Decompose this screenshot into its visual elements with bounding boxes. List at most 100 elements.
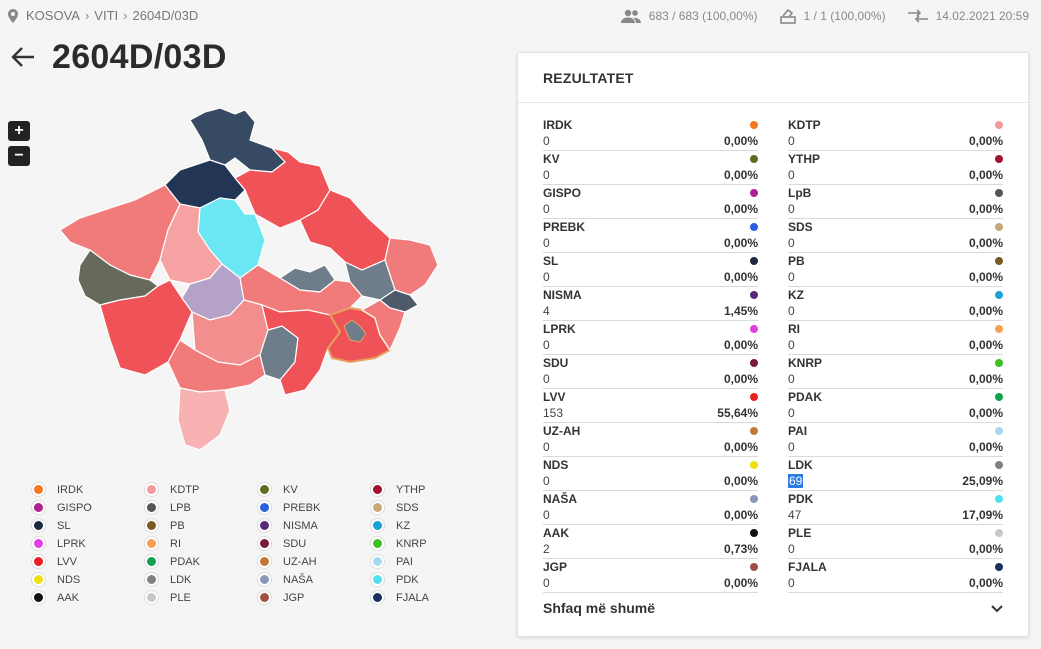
result-row[interactable]: NAŠA 0 0,00%	[543, 491, 758, 525]
stats-bar: 683 / 683 (100,00%) 1 / 1 (100,00%) 14.0…	[599, 8, 1029, 24]
legend-dot	[371, 591, 384, 604]
party-name: PDK	[788, 492, 814, 506]
result-row[interactable]: PLE 0 0,00%	[788, 525, 1003, 559]
result-row[interactable]: LpB 0 0,00%	[788, 185, 1003, 219]
result-row[interactable]: YTHP 0 0,00%	[788, 151, 1003, 185]
legend-item: PAI	[371, 554, 484, 569]
arrow-left-icon[interactable]	[10, 44, 36, 70]
result-row[interactable]: PDK 47 17,09%	[788, 491, 1003, 525]
legend-item: UZ-AH	[258, 554, 371, 569]
legend-dot	[145, 483, 158, 496]
legend-dot	[371, 519, 384, 532]
party-color-dot	[750, 563, 758, 571]
zoom-out-button[interactable]: −	[8, 146, 30, 166]
breadcrumb-separator: ›	[84, 8, 90, 23]
legend-item: LPRK	[32, 536, 145, 551]
result-row[interactable]: LDK 69 25,09%	[788, 457, 1003, 491]
zoom-in-button[interactable]: +	[8, 121, 30, 141]
party-percent: 0,00%	[968, 168, 1003, 182]
party-percent: 0,00%	[968, 576, 1003, 590]
voters-value: 683 / 683 (100,00%)	[648, 9, 758, 23]
result-row[interactable]: KV 0 0,00%	[543, 151, 758, 185]
legend-item: SL	[32, 518, 145, 533]
legend-dot	[145, 519, 158, 532]
party-color-dot	[750, 291, 758, 299]
breadcrumb-item-viti[interactable]: VITI	[94, 8, 119, 23]
map-region-south-east-corner[interactable]	[360, 299, 406, 352]
legend-item: PLE	[145, 590, 258, 605]
party-votes: 4	[543, 304, 550, 318]
kosovo-map[interactable]	[50, 100, 450, 460]
party-name: FJALA	[788, 560, 827, 574]
legend-item: IRDK	[32, 482, 145, 497]
legend-label: PREBK	[283, 501, 321, 514]
party-name: KDTP	[788, 118, 821, 132]
party-votes: 0	[543, 202, 550, 216]
breadcrumb-item-kosova[interactable]: KOSOVA	[26, 8, 80, 23]
party-color-dot	[750, 529, 758, 537]
legend-dot	[258, 573, 271, 586]
legend-item: KNRP	[371, 536, 484, 551]
legend-item: FJALA	[371, 590, 484, 605]
legend-dot	[145, 537, 158, 550]
map-region-south-east-red[interactable]	[261, 304, 341, 396]
stations-value: 1 / 1 (100,00%)	[803, 9, 886, 23]
party-votes: 0	[788, 270, 795, 284]
party-color-dot	[750, 495, 758, 503]
result-row[interactable]: RI 0 0,00%	[788, 321, 1003, 355]
legend-label: NAŠA	[283, 573, 313, 586]
legend-dot	[32, 591, 45, 604]
result-row[interactable]: UZ-AH 0 0,00%	[543, 423, 758, 457]
result-row[interactable]: PAI 0 0,00%	[788, 423, 1003, 457]
breadcrumb: KOSOVA › VITI › 2604D/03D	[8, 8, 198, 23]
result-row[interactable]: GISPO 0 0,00%	[543, 185, 758, 219]
result-row[interactable]: KNRP 0 0,00%	[788, 355, 1003, 389]
party-color-dot	[995, 325, 1003, 333]
result-row[interactable]: SDU 0 0,00%	[543, 355, 758, 389]
result-row[interactable]: KDTP 0 0,00%	[788, 117, 1003, 151]
party-votes-selected[interactable]: 69	[788, 474, 804, 488]
legend-dot	[258, 519, 271, 532]
party-name: KNRP	[788, 356, 823, 370]
result-row[interactable]: SDS 0 0,00%	[788, 219, 1003, 253]
result-row[interactable]: NDS 0 0,00%	[543, 457, 758, 491]
legend-dot	[145, 555, 158, 568]
voters-stat: 683 / 683 (100,00%)	[620, 9, 758, 23]
map-region-center-pink[interactable]	[159, 203, 223, 285]
top-bar: KOSOVA › VITI › 2604D/03D 683 / 683 (100…	[0, 0, 1041, 32]
result-row[interactable]: AAK 2 0,73%	[543, 525, 758, 559]
legend-dot	[371, 573, 384, 586]
results-list: IRDK 0 0,00% KDTP 0 0,00% KV 0 0,00% YTHP 0 0,00…	[543, 117, 1003, 593]
map-region-south[interactable]	[177, 387, 231, 451]
result-row[interactable]: SL 0 0,00%	[543, 253, 758, 287]
map-region-north-east[interactable]	[234, 146, 331, 229]
result-row[interactable]: FJALA 0 0,00%	[788, 559, 1003, 593]
chevron-down-icon[interactable]	[990, 602, 1004, 616]
show-more-button[interactable]: Shfaq më shumë	[543, 600, 656, 616]
legend-label: PLE	[170, 591, 191, 604]
result-row[interactable]: PB 0 0,00%	[788, 253, 1003, 287]
legend-item: LVV	[32, 554, 145, 569]
party-votes: 0	[788, 542, 795, 556]
map-region-selected-station[interactable]	[343, 319, 367, 343]
party-votes: 0	[543, 474, 550, 488]
party-percent: 0,00%	[968, 372, 1003, 386]
party-percent: 0,00%	[723, 270, 758, 284]
map-region-west[interactable]	[59, 184, 181, 281]
party-name: GISPO	[543, 186, 582, 200]
result-row[interactable]: LPRK 0 0,00%	[543, 321, 758, 355]
party-name: PAI	[788, 424, 808, 438]
result-row[interactable]: LVV 153 55,64%	[543, 389, 758, 423]
party-percent: 0,00%	[968, 304, 1003, 318]
party-votes: 0	[543, 338, 550, 352]
result-row[interactable]: JGP 0 0,00%	[543, 559, 758, 593]
result-row[interactable]: PREBK 0 0,00%	[543, 219, 758, 253]
result-row[interactable]: IRDK 0 0,00%	[543, 117, 758, 151]
party-color-dot	[995, 529, 1003, 537]
location-pin-icon	[8, 8, 18, 23]
result-row[interactable]: PDAK 0 0,00%	[788, 389, 1003, 423]
result-row[interactable]: NISMA 4 1,45%	[543, 287, 758, 321]
result-row[interactable]: KZ 0 0,00%	[788, 287, 1003, 321]
results-panel-title: REZULTATET	[518, 53, 1028, 103]
party-color-dot	[995, 121, 1003, 129]
